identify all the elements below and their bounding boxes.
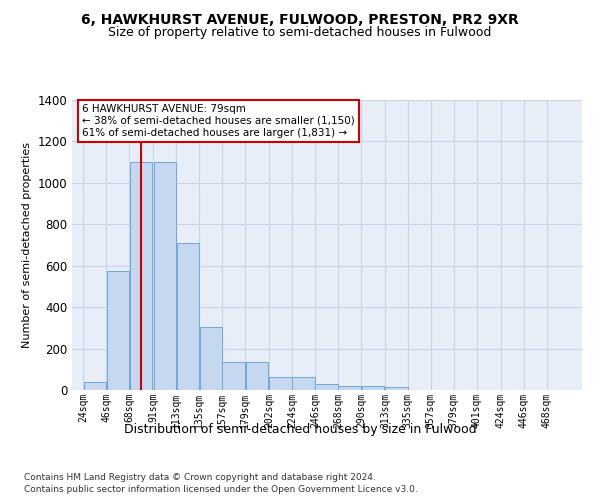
Text: Contains HM Land Registry data © Crown copyright and database right 2024.: Contains HM Land Registry data © Crown c… <box>24 472 376 482</box>
Bar <box>200 327 222 390</box>
Bar <box>246 362 268 390</box>
Bar <box>315 384 338 390</box>
Text: 6, HAWKHURST AVENUE, FULWOOD, PRESTON, PR2 9XR: 6, HAWKHURST AVENUE, FULWOOD, PRESTON, P… <box>81 12 519 26</box>
Bar <box>385 387 407 390</box>
Bar <box>362 386 384 390</box>
Bar <box>84 382 106 390</box>
Bar <box>107 271 129 390</box>
Y-axis label: Number of semi-detached properties: Number of semi-detached properties <box>22 142 32 348</box>
Bar <box>338 386 361 390</box>
Bar <box>269 376 292 390</box>
Bar <box>292 376 315 390</box>
Bar <box>223 362 245 390</box>
Text: Contains public sector information licensed under the Open Government Licence v3: Contains public sector information licen… <box>24 485 418 494</box>
Bar <box>176 243 199 390</box>
Text: Distribution of semi-detached houses by size in Fulwood: Distribution of semi-detached houses by … <box>124 422 476 436</box>
Bar <box>154 162 176 390</box>
Bar <box>130 162 152 390</box>
Text: 6 HAWKHURST AVENUE: 79sqm
← 38% of semi-detached houses are smaller (1,150)
61% : 6 HAWKHURST AVENUE: 79sqm ← 38% of semi-… <box>82 104 355 138</box>
Text: Size of property relative to semi-detached houses in Fulwood: Size of property relative to semi-detach… <box>109 26 491 39</box>
